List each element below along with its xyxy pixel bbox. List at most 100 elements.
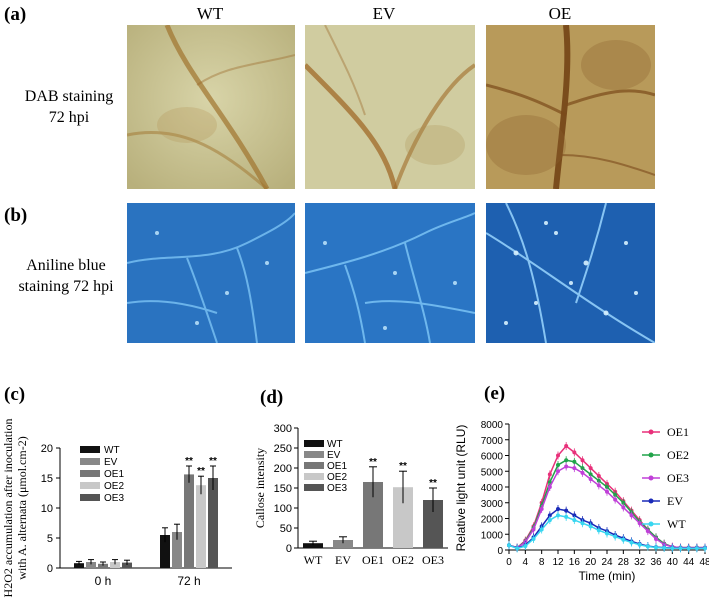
y-axis-title-c-line2: with A. alternata (μmol.cm-2) [15, 436, 29, 579]
series-point-e [596, 473, 601, 478]
series-point-e [621, 500, 626, 505]
series-point-e [515, 546, 520, 551]
series-point-e [645, 529, 650, 534]
legend-label-c: OE3 [104, 493, 124, 504]
legend-label-d: WT [327, 439, 343, 450]
series-point-e [564, 514, 569, 519]
legend-swatch-c [80, 494, 100, 501]
series-point-e [621, 537, 626, 542]
dab-photo-ev [305, 25, 475, 189]
y-tick-label-d: 50 [280, 523, 292, 535]
x-tick-label-e: 24 [601, 557, 613, 568]
y-axis-title-c-line1: H2O2 accumulation after inoculation [1, 419, 15, 598]
legend-swatch-c [80, 458, 100, 465]
legend-marker-e [648, 521, 654, 527]
legend-swatch-c [80, 446, 100, 453]
series-point-e [588, 472, 593, 477]
series-point-e [572, 450, 577, 455]
x-tick-label-e: 40 [667, 557, 679, 568]
bar-d [303, 543, 323, 548]
legend-marker-e [648, 429, 654, 435]
aniline-photo-oe [486, 203, 655, 343]
x-tick-label-e: 0 [506, 557, 512, 568]
bar-c [86, 562, 96, 568]
x-tick-label-e: 44 [683, 557, 695, 568]
panel-label-e: (e) [484, 383, 506, 404]
legend-swatch-d [304, 440, 324, 447]
y-tick-label-e: 7000 [481, 436, 504, 447]
legend-label-e: OE3 [667, 471, 689, 485]
bar-d [393, 487, 413, 548]
x-tick-label-d: OE1 [362, 553, 384, 567]
series-point-e [572, 459, 577, 464]
y-tick-label-e: 5000 [481, 467, 504, 478]
legend-label-e: OE2 [667, 448, 689, 462]
series-point-e [564, 444, 569, 449]
bar-d [333, 540, 353, 548]
significance-c: ** [197, 466, 205, 477]
series-point-e [580, 458, 585, 463]
series-point-e [572, 466, 577, 471]
column-header-ev: EV [372, 4, 396, 23]
series-point-e [531, 536, 536, 541]
series-point-e [547, 485, 552, 489]
y-tick-label-e: 0 [497, 546, 503, 557]
legend-label-e: WT [667, 517, 686, 531]
y-tick-label-e: 8000 [481, 420, 504, 431]
legend-label-d: OE1 [327, 461, 347, 472]
legend-label-c: OE2 [104, 481, 124, 492]
series-point-e [539, 527, 544, 532]
legend-marker-e [648, 475, 654, 481]
series-point-e [556, 513, 560, 518]
column-header-wt: WT [196, 4, 224, 23]
series-point-e [605, 489, 609, 494]
series-point-e [556, 453, 560, 458]
significance-c: ** [209, 456, 217, 467]
y-tick-label-e: 6000 [481, 452, 504, 463]
x-tick-label-e: 8 [539, 557, 545, 568]
series-point-e [588, 477, 593, 482]
legend-swatch-d [304, 473, 324, 480]
bar-c [160, 535, 170, 568]
y-tick-label-c: 5 [47, 533, 53, 545]
x-tick-label-d: OE2 [392, 553, 414, 567]
panel-label-c: (c) [4, 384, 26, 405]
legend-swatch-c [80, 482, 100, 489]
y-tick-label-c: 10 [41, 503, 53, 515]
x-tick-label-c: 0 h [95, 574, 112, 588]
aniline-photo-ev [305, 203, 475, 343]
column-header-oe: OE [548, 4, 572, 23]
x-tick-label-c: 72 h [177, 574, 200, 588]
x-tick-label-d: EV [335, 553, 351, 567]
legend-label-e: EV [667, 494, 683, 508]
series-point-e [539, 507, 544, 512]
series-point-e [605, 531, 609, 536]
y-tick-label-c: 0 [47, 563, 53, 575]
series-point-e [531, 527, 536, 532]
series-point-e [564, 458, 569, 463]
x-tick-label-e: 48 [699, 557, 709, 568]
y-tick-label-d: 100 [274, 503, 292, 515]
series-point-e [621, 505, 626, 510]
x-tick-label-e: 32 [634, 557, 646, 568]
series-point-e [556, 469, 560, 474]
x-tick-label-e: 36 [650, 557, 662, 568]
legend-swatch-d [304, 451, 324, 458]
y-tick-label-d: 0 [286, 543, 292, 555]
significance-c: ** [185, 456, 193, 467]
series-point-e [596, 528, 601, 533]
legend-marker-e [648, 498, 654, 504]
series-point-e [694, 546, 699, 551]
dab-photo-wt [127, 25, 295, 189]
series-point-e [556, 462, 560, 467]
series-point-e [703, 546, 707, 551]
legend-swatch-d [304, 484, 324, 491]
significance-d: ** [399, 461, 407, 472]
aniline-photo-wt [127, 203, 295, 343]
x-tick-label-e: 4 [523, 557, 529, 568]
y-tick-label-d: 200 [274, 463, 292, 475]
row-label-dab: DAB staining 72 hpi [14, 86, 124, 128]
series-point-e [523, 544, 528, 549]
series-point-e [580, 466, 585, 471]
series-point-e [547, 472, 552, 477]
